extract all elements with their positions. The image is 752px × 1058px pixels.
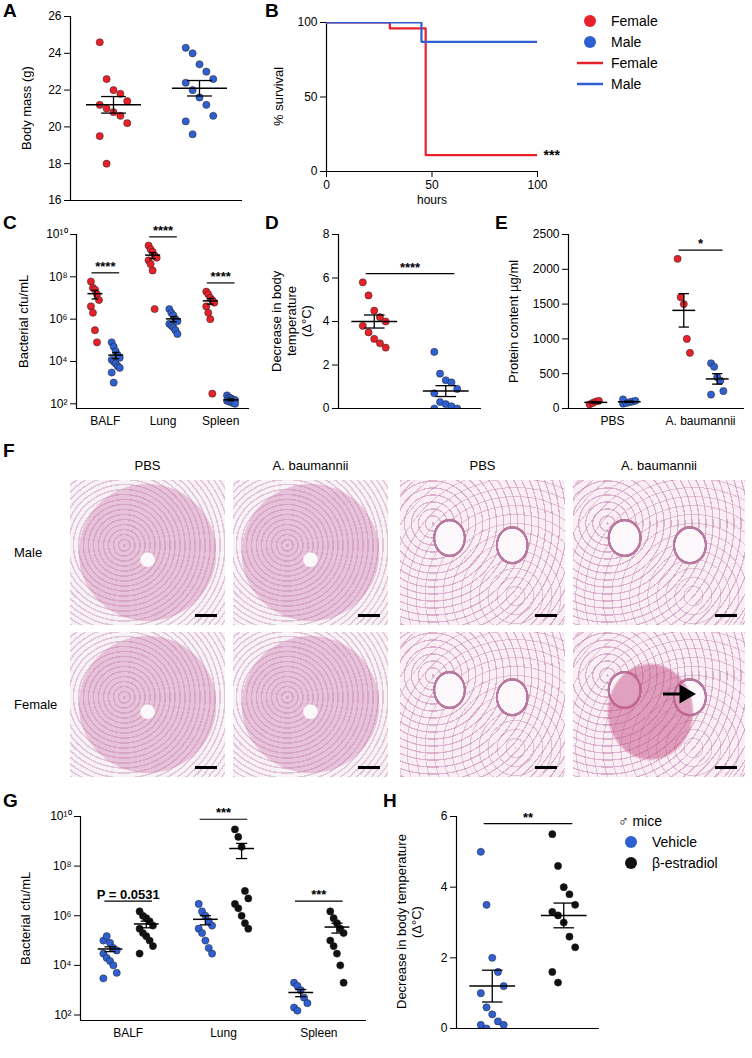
html-text:Body mass (g): Body mass (g) <box>18 66 34 150</box>
html-text:β-estradiol: β-estradiol <box>652 854 718 871</box>
svg-text:20: 20 <box>48 120 62 134</box>
svg-text:****: **** <box>95 259 116 274</box>
html-text:Female: Female <box>611 54 658 71</box>
svg-text:0: 0 <box>553 401 560 415</box>
html-text:Male: Male <box>14 544 43 560</box>
svg-text:10⁶: 10⁶ <box>49 312 67 326</box>
svg-text:P = 0.0531: P = 0.0531 <box>97 887 160 902</box>
html-text:PBS: PBS <box>134 458 161 473</box>
html-text:♂ mice: ♂ mice <box>618 812 662 829</box>
svg-text:Spleen: Spleen <box>202 414 239 428</box>
html-text:Female: Female <box>14 696 58 712</box>
svg-text:0: 0 <box>323 401 330 415</box>
svg-text:A. baumannii: A. baumannii <box>665 414 735 428</box>
svg-text:10⁸: 10⁸ <box>49 270 67 284</box>
svg-text:8: 8 <box>323 227 330 241</box>
svg-text:**: ** <box>523 810 534 825</box>
svg-text:24: 24 <box>48 46 62 60</box>
html-text:Bacterial cfu/mL: Bacterial cfu/mL <box>15 274 31 368</box>
svg-text:****: **** <box>211 269 232 284</box>
svg-text:0: 0 <box>441 1021 448 1035</box>
svg-text:****: **** <box>153 223 174 238</box>
svg-text:0: 0 <box>311 164 318 178</box>
html-text:Vehicle: Vehicle <box>652 833 698 850</box>
html-text:D: D <box>265 212 279 233</box>
svg-text:Spleen: Spleen <box>300 1026 337 1040</box>
html-text:PBS: PBS <box>469 458 496 473</box>
svg-text:10²: 10² <box>54 1008 71 1022</box>
svg-text:1000: 1000 <box>533 332 560 346</box>
html-text:% survival: % survival <box>270 66 286 127</box>
svg-text:***: *** <box>544 147 561 163</box>
svg-text:26: 26 <box>48 9 62 23</box>
html-text:A. baumannii: A. baumannii <box>621 458 697 473</box>
svg-text:BALF: BALF <box>113 1026 143 1040</box>
svg-text:***: *** <box>311 887 327 902</box>
svg-text:10²: 10² <box>50 397 67 411</box>
svg-text:100: 100 <box>297 15 317 29</box>
svg-text:6: 6 <box>323 271 330 285</box>
svg-text:Lung: Lung <box>210 1026 237 1040</box>
html-text:Male: Male <box>611 75 642 92</box>
html-text:G: G <box>3 790 18 811</box>
svg-text:50: 50 <box>425 178 439 192</box>
svg-text:10⁶: 10⁶ <box>53 909 71 923</box>
svg-text:0: 0 <box>323 178 330 192</box>
svg-text:hours: hours <box>417 193 447 207</box>
html-text:Protein content µg/ml: Protein content µg/ml <box>505 259 521 383</box>
svg-text:****: **** <box>400 260 421 275</box>
html-text:Male: Male <box>611 33 642 50</box>
svg-text:10⁸: 10⁸ <box>53 859 71 873</box>
html-text:A. baumannii: A. baumannii <box>272 458 349 473</box>
html-text:B: B <box>265 0 279 21</box>
svg-text:4: 4 <box>323 314 330 328</box>
svg-text:16: 16 <box>48 193 62 207</box>
html-text:Decrease in body temperature (: Decrease in body temperature (Δ°C) <box>394 834 424 1010</box>
svg-text:***: *** <box>216 805 232 820</box>
svg-text:2000: 2000 <box>533 262 560 276</box>
html-text:Bacterial cfu/mL: Bacterial cfu/mL <box>17 871 33 965</box>
html-text:Female: Female <box>611 12 658 29</box>
svg-text:10¹⁰: 10¹⁰ <box>46 227 67 241</box>
svg-text:100: 100 <box>527 178 547 192</box>
svg-text:22: 22 <box>48 83 62 97</box>
html-text:H: H <box>383 790 397 811</box>
svg-text:PBS: PBS <box>600 414 624 428</box>
svg-text:BALF: BALF <box>90 414 120 428</box>
svg-text:18: 18 <box>48 157 62 171</box>
svg-text:50: 50 <box>304 90 318 104</box>
html-text:Decrease in body temperature (: Decrease in body temperature (Δ°C) <box>268 270 314 372</box>
svg-text:4: 4 <box>441 880 448 894</box>
svg-text:1500: 1500 <box>533 297 560 311</box>
svg-text:2: 2 <box>441 951 448 965</box>
html-text:C: C <box>3 212 17 233</box>
svg-text:2: 2 <box>323 358 330 372</box>
svg-text:Lung: Lung <box>150 414 177 428</box>
svg-text:500: 500 <box>539 367 559 381</box>
svg-text:2500: 2500 <box>533 227 560 241</box>
html-text:E: E <box>495 212 508 233</box>
html-text:F: F <box>3 440 15 461</box>
svg-text:6: 6 <box>441 809 448 823</box>
svg-text:10⁴: 10⁴ <box>53 958 72 972</box>
svg-text:10¹⁰: 10¹⁰ <box>50 809 71 823</box>
html-text:A: A <box>3 0 17 21</box>
svg-text:*: * <box>698 236 704 251</box>
svg-text:10⁴: 10⁴ <box>49 354 68 368</box>
